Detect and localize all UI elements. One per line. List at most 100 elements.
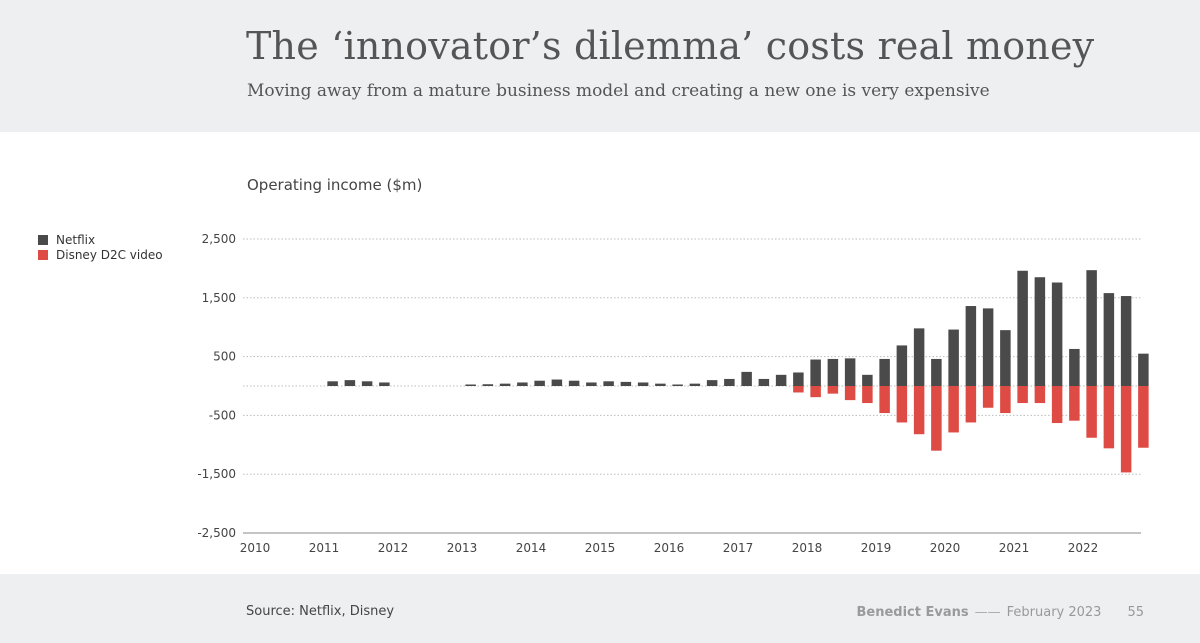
bar-disney	[879, 386, 890, 414]
bar-netflix	[689, 383, 701, 386]
page-number: 55	[1127, 605, 1144, 620]
bar-netflix	[361, 381, 373, 386]
bar-disney	[948, 386, 959, 433]
bar-netflix	[1017, 270, 1028, 386]
chart-title: Operating income ($m)	[247, 176, 423, 194]
disney-swatch-icon	[38, 249, 48, 260]
bar-netflix	[327, 381, 338, 386]
bar-netflix	[982, 308, 994, 386]
bar-netflix	[931, 358, 942, 386]
bar-disney	[931, 386, 942, 451]
bar-disney	[965, 386, 977, 423]
bar-disney	[1017, 386, 1028, 404]
bar-netflix	[810, 359, 821, 386]
x-tick-label: 2022	[1068, 541, 1099, 555]
bar-netflix	[913, 328, 925, 386]
bar-netflix	[603, 381, 614, 386]
x-tick-label: 2014	[516, 541, 547, 555]
y-tick-label: 500	[213, 350, 236, 364]
x-tick-label: 2012	[378, 541, 409, 555]
bar-disney	[1086, 386, 1097, 438]
y-tick-label: -2,500	[197, 526, 236, 540]
bar-netflix	[1120, 296, 1132, 386]
page-subtitle: Moving away from a mature business model…	[247, 81, 990, 101]
bar-netflix	[482, 384, 494, 386]
bar-netflix	[775, 374, 787, 386]
bar-netflix	[379, 382, 390, 386]
bar-netflix	[1069, 348, 1080, 386]
bar-disney	[913, 386, 925, 435]
page-title: The ‘innovator’s dilemma’ costs real mon…	[246, 24, 1095, 68]
credit-separator: ——	[974, 605, 1001, 620]
bar-netflix	[465, 384, 476, 386]
x-tick-label: 2021	[999, 541, 1030, 555]
bar-disney	[896, 386, 908, 423]
bar-disney	[862, 386, 873, 404]
bar-netflix	[1000, 330, 1011, 386]
bar-disney	[1051, 386, 1063, 424]
legend-item-disney: Disney D2C video	[38, 247, 163, 262]
author-name: Benedict Evans	[856, 605, 969, 620]
bar-netflix	[706, 380, 718, 386]
legend-item-netflix: Netflix	[38, 232, 163, 247]
bar-disney	[793, 386, 804, 393]
legend-label-netflix: Netflix	[56, 232, 96, 247]
bar-disney	[1069, 386, 1080, 421]
bar-disney	[1138, 386, 1149, 448]
bar-netflix	[844, 358, 856, 386]
bar-netflix	[741, 371, 752, 386]
y-tick-label: -500	[209, 408, 236, 422]
x-tick-label: 2017	[723, 541, 754, 555]
bar-netflix	[568, 380, 580, 386]
x-tick-label: 2010	[240, 541, 271, 555]
bar-netflix	[896, 345, 908, 386]
bar-disney	[827, 386, 839, 394]
bar-netflix	[1138, 353, 1149, 386]
bar-netflix	[724, 378, 735, 386]
bar-netflix	[793, 372, 804, 386]
bar-netflix	[758, 378, 770, 386]
x-tick-label: 2011	[309, 541, 340, 555]
x-tick-label: 2015	[585, 541, 616, 555]
bar-netflix	[534, 380, 545, 386]
bar-disney	[810, 386, 821, 398]
bar-disney	[1120, 386, 1132, 473]
header-band: The ‘innovator’s dilemma’ costs real mon…	[0, 0, 1200, 132]
bar-netflix	[655, 383, 666, 386]
credit-date: February 2023	[1006, 605, 1102, 620]
x-tick-label: 2013	[447, 541, 478, 555]
x-tick-label: 2018	[792, 541, 823, 555]
bar-netflix	[586, 382, 597, 386]
bar-netflix	[517, 382, 528, 386]
bar-netflix	[879, 358, 890, 386]
bar-netflix	[1034, 277, 1046, 386]
legend-label-disney: Disney D2C video	[56, 247, 163, 262]
bar-netflix	[499, 383, 511, 386]
bar-netflix	[827, 358, 839, 386]
credit-line: Benedict Evans —— February 2023 55	[857, 605, 1145, 620]
bar-netflix	[344, 380, 356, 386]
y-tick-label: 2,500	[202, 232, 236, 246]
bar-netflix	[620, 381, 632, 386]
x-tick-label: 2016	[654, 541, 685, 555]
x-tick-label: 2020	[930, 541, 961, 555]
bar-netflix	[948, 329, 959, 386]
bar-netflix	[965, 306, 977, 386]
netflix-swatch-icon	[38, 234, 48, 245]
bar-disney	[982, 386, 994, 408]
source-note: Source: Netflix, Disney	[246, 604, 395, 619]
bar-disney	[1034, 386, 1046, 404]
bar-netflix	[551, 379, 563, 386]
footer-band: Source: Netflix, Disney Benedict Evans ——…	[0, 574, 1200, 643]
chart-legend: Netflix Disney D2C video	[38, 232, 163, 262]
bar-netflix	[862, 374, 873, 386]
bar-netflix	[637, 382, 649, 386]
bar-disney	[1103, 386, 1115, 449]
bar-netflix	[672, 384, 683, 386]
y-tick-label: 1,500	[202, 291, 236, 305]
bar-disney	[1000, 386, 1011, 414]
bar-netflix	[1086, 270, 1097, 386]
y-tick-label: -1,500	[197, 467, 236, 481]
bar-netflix	[1051, 282, 1063, 386]
